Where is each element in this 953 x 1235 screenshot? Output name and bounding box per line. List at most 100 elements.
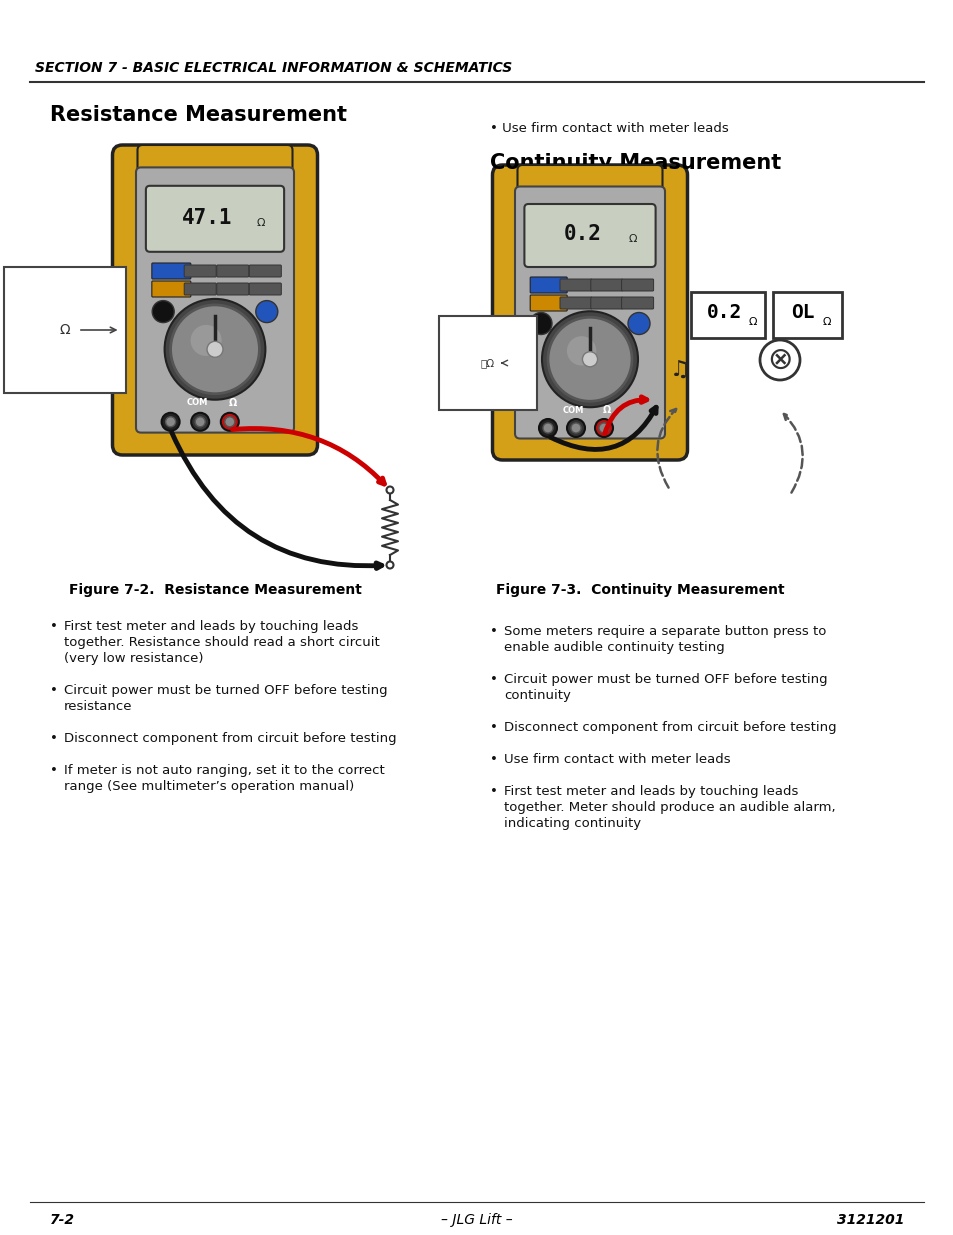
Text: Figure 7-2.  Resistance Measurement: Figure 7-2. Resistance Measurement	[69, 583, 361, 597]
Text: 7-2: 7-2	[50, 1213, 75, 1228]
Text: enable audible continuity testing: enable audible continuity testing	[503, 641, 724, 655]
Text: OL: OL	[790, 303, 814, 321]
FancyBboxPatch shape	[184, 266, 216, 277]
Text: Disconnect component from circuit before testing: Disconnect component from circuit before…	[503, 721, 836, 734]
Text: 47.1: 47.1	[182, 207, 233, 227]
FancyBboxPatch shape	[524, 204, 655, 267]
Circle shape	[541, 311, 638, 408]
Text: indicating continuity: indicating continuity	[503, 818, 640, 830]
Text: Use firm contact with meter leads: Use firm contact with meter leads	[503, 753, 730, 766]
Circle shape	[530, 312, 552, 335]
FancyBboxPatch shape	[137, 144, 293, 175]
FancyBboxPatch shape	[146, 185, 284, 252]
Text: •: •	[490, 625, 497, 638]
FancyBboxPatch shape	[515, 186, 664, 438]
Circle shape	[760, 340, 800, 380]
Circle shape	[152, 300, 174, 322]
Circle shape	[566, 419, 584, 437]
Text: (very low resistance): (very low resistance)	[64, 652, 203, 664]
Circle shape	[195, 416, 205, 427]
Text: •: •	[50, 732, 58, 745]
Text: •: •	[50, 620, 58, 634]
Text: range (See multimeter’s operation manual): range (See multimeter’s operation manual…	[64, 781, 354, 793]
Text: Ω: Ω	[256, 217, 265, 227]
Text: •: •	[50, 764, 58, 777]
Circle shape	[627, 312, 649, 335]
Text: ⧖Ω: ⧖Ω	[480, 358, 495, 368]
Text: continuity: continuity	[503, 689, 570, 701]
Circle shape	[191, 412, 209, 431]
FancyBboxPatch shape	[249, 283, 281, 295]
Text: Figure 7-3.  Continuity Measurement: Figure 7-3. Continuity Measurement	[496, 583, 783, 597]
Text: Ω: Ω	[60, 324, 71, 337]
Circle shape	[220, 412, 238, 431]
FancyBboxPatch shape	[136, 168, 294, 432]
Text: together. Meter should produce an audible alarm,: together. Meter should produce an audibl…	[503, 802, 835, 814]
Text: SECTION 7 - BASIC ELECTRICAL INFORMATION & SCHEMATICS: SECTION 7 - BASIC ELECTRICAL INFORMATION…	[35, 61, 512, 75]
Text: 0.2: 0.2	[706, 303, 741, 321]
Text: Circuit power must be turned OFF before testing: Circuit power must be turned OFF before …	[503, 673, 827, 685]
Text: •: •	[490, 785, 497, 798]
Text: Ω: Ω	[229, 398, 236, 408]
FancyBboxPatch shape	[530, 277, 567, 293]
Text: Ω: Ω	[628, 235, 637, 245]
FancyBboxPatch shape	[772, 291, 841, 338]
FancyBboxPatch shape	[112, 144, 317, 454]
Text: ♫: ♫	[669, 359, 689, 380]
Text: • Use firm contact with meter leads: • Use firm contact with meter leads	[490, 121, 728, 135]
FancyBboxPatch shape	[559, 296, 592, 309]
Text: resistance: resistance	[64, 700, 132, 713]
FancyBboxPatch shape	[590, 279, 622, 291]
Text: Continuity Measurement: Continuity Measurement	[490, 153, 781, 173]
FancyBboxPatch shape	[152, 282, 191, 296]
Text: ⊗: ⊗	[766, 346, 792, 374]
FancyBboxPatch shape	[621, 296, 653, 309]
FancyBboxPatch shape	[152, 263, 191, 279]
FancyBboxPatch shape	[621, 279, 653, 291]
FancyBboxPatch shape	[517, 165, 661, 195]
Circle shape	[166, 416, 175, 427]
Text: If meter is not auto ranging, set it to the correct: If meter is not auto ranging, set it to …	[64, 764, 384, 777]
Circle shape	[595, 419, 613, 437]
Circle shape	[191, 325, 221, 356]
Text: •: •	[490, 673, 497, 685]
Text: Disconnect component from circuit before testing: Disconnect component from circuit before…	[64, 732, 396, 745]
Text: •: •	[50, 684, 58, 697]
FancyBboxPatch shape	[249, 266, 281, 277]
Text: 3121201: 3121201	[836, 1213, 903, 1228]
Circle shape	[538, 419, 557, 437]
Text: First test meter and leads by touching leads: First test meter and leads by touching l…	[64, 620, 358, 634]
Circle shape	[566, 336, 596, 366]
Text: •: •	[490, 721, 497, 734]
Text: First test meter and leads by touching leads: First test meter and leads by touching l…	[503, 785, 798, 798]
Circle shape	[598, 424, 608, 433]
Circle shape	[582, 352, 597, 367]
Circle shape	[547, 317, 631, 401]
Text: Circuit power must be turned OFF before testing: Circuit power must be turned OFF before …	[64, 684, 387, 697]
FancyBboxPatch shape	[216, 283, 249, 295]
Text: Ω: Ω	[748, 317, 757, 327]
Circle shape	[386, 487, 393, 494]
FancyBboxPatch shape	[590, 296, 622, 309]
Circle shape	[255, 300, 277, 322]
Text: Ω: Ω	[821, 317, 830, 327]
FancyBboxPatch shape	[216, 266, 249, 277]
Circle shape	[165, 299, 265, 400]
Text: Ω: Ω	[602, 405, 610, 415]
Circle shape	[161, 412, 179, 431]
FancyBboxPatch shape	[492, 165, 687, 459]
Text: COM: COM	[187, 399, 208, 408]
Text: Resistance Measurement: Resistance Measurement	[50, 105, 347, 125]
Circle shape	[386, 562, 393, 568]
FancyBboxPatch shape	[690, 291, 764, 338]
Circle shape	[171, 305, 259, 394]
FancyBboxPatch shape	[559, 279, 592, 291]
Text: Some meters require a separate button press to: Some meters require a separate button pr…	[503, 625, 825, 638]
Text: 0.2: 0.2	[563, 225, 601, 245]
FancyBboxPatch shape	[530, 295, 567, 311]
Circle shape	[571, 424, 580, 433]
Circle shape	[207, 341, 223, 357]
Text: •: •	[490, 753, 497, 766]
Text: together. Resistance should read a short circuit: together. Resistance should read a short…	[64, 636, 379, 650]
Text: – JLG Lift –: – JLG Lift –	[440, 1213, 513, 1228]
